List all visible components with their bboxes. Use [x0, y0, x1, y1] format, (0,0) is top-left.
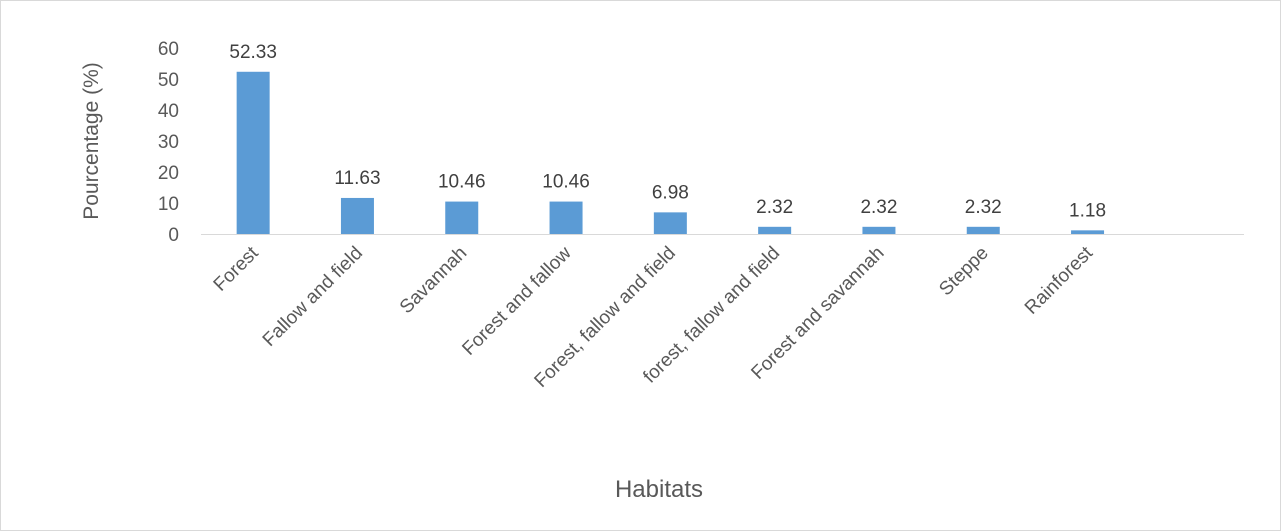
bar: [758, 226, 792, 234]
bar: [862, 226, 896, 234]
category-label: Forest and fallow: [458, 242, 575, 359]
y-tick-label: 50: [158, 70, 179, 91]
category-label: Savannah: [396, 243, 471, 318]
data-labels: 52.33 11.63 10.46 10.46 6.98 2.32 2.32 2.32 1.18: [229, 42, 1106, 222]
data-label: 10.46: [542, 172, 590, 193]
data-label: 2.32: [860, 197, 897, 218]
data-label: 1.18: [1069, 200, 1106, 221]
y-axis-ticks: 0 10 20 30 40 50 60: [158, 39, 179, 246]
y-tick-label: 30: [158, 132, 179, 153]
y-tick-label: 0: [168, 225, 179, 246]
data-label: 2.32: [756, 197, 793, 218]
y-tick-label: 60: [158, 39, 179, 60]
y-axis-title: Pourcentage (%): [80, 62, 103, 220]
y-tick-label: 20: [158, 163, 179, 184]
category-label: Fallow and field: [259, 243, 367, 351]
bar: [445, 201, 479, 234]
data-label: 6.98: [652, 182, 689, 203]
bar: [1071, 230, 1105, 234]
bar: [549, 201, 583, 234]
category-label: Forest: [210, 242, 263, 295]
bar: [236, 71, 270, 234]
x-axis-title: Habitats: [615, 476, 703, 503]
bars: [236, 71, 1105, 234]
data-label: 52.33: [229, 42, 277, 63]
category-label: Rainforest: [1021, 242, 1098, 319]
data-label: 10.46: [438, 172, 486, 193]
data-label: 11.63: [334, 168, 380, 189]
bar: [340, 197, 374, 234]
bar: [966, 226, 1000, 234]
category-label: Steppe: [935, 243, 992, 300]
y-tick-label: 10: [158, 194, 179, 215]
bar: [653, 212, 687, 234]
y-tick-label: 40: [158, 101, 179, 122]
data-label: 2.32: [965, 197, 1002, 218]
